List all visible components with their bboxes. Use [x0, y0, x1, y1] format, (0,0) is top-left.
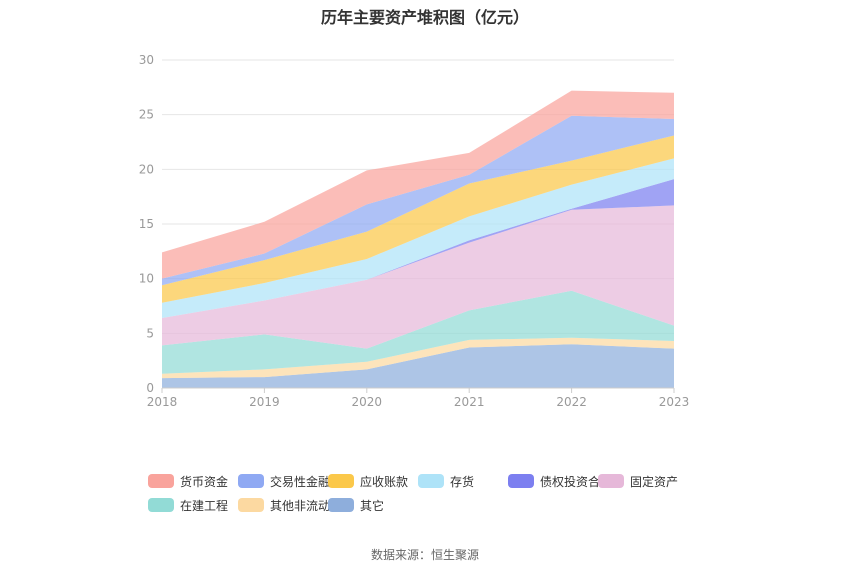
legend-label: 货币资金: [180, 474, 229, 489]
legend-item[interactable]: 存货: [418, 473, 474, 489]
legend-swatch: [328, 498, 354, 512]
legend-swatch: [148, 474, 174, 488]
area-series-交易性金融资产[interactable]: [162, 115, 674, 286]
x-tick-label: 2021: [454, 395, 485, 409]
legend-item[interactable]: 债权投资合计: [508, 473, 612, 489]
legend-swatch: [328, 474, 354, 488]
area-series-固定资产[interactable]: [162, 205, 674, 349]
legend-label: 债权投资合计: [540, 474, 613, 489]
legend-label: 应收账款: [360, 474, 409, 489]
x-tick-label: 2022: [556, 395, 587, 409]
x-tick-label: 2018: [147, 395, 178, 409]
legend-item[interactable]: 在建工程: [148, 497, 228, 513]
legend-item[interactable]: 其它: [328, 497, 384, 513]
legend-swatch: [148, 498, 174, 512]
data-source: 数据来源：恒生聚源: [370, 548, 479, 562]
legend-label: 其它: [360, 498, 385, 513]
area-series-应收账款[interactable]: [162, 135, 674, 303]
x-tick-label: 2023: [659, 395, 690, 409]
legend-swatch: [508, 474, 534, 488]
y-tick-label: 5: [146, 326, 154, 340]
area-series-在建工程[interactable]: [162, 290, 674, 374]
y-tick-label: 25: [139, 108, 154, 122]
legend-swatch: [418, 474, 444, 488]
legend-item[interactable]: 固定资产: [598, 473, 678, 489]
legend-item[interactable]: 货币资金: [148, 473, 228, 489]
legend-swatch: [598, 474, 624, 488]
chart-title: 历年主要资产堆积图（亿元）: [320, 8, 529, 27]
legend-label: 在建工程: [180, 498, 229, 513]
legend-item[interactable]: 应收账款: [328, 473, 408, 489]
y-tick-label: 30: [139, 53, 154, 67]
y-tick-label: 0: [146, 381, 154, 395]
legend-swatch: [238, 474, 264, 488]
area-series-货币资金[interactable]: [162, 90, 674, 279]
x-tick-label: 2020: [352, 395, 383, 409]
y-tick-label: 15: [139, 217, 154, 231]
area-series-存货[interactable]: [162, 158, 674, 319]
area-series-其他非流动资产[interactable]: [162, 337, 674, 379]
y-tick-label: 10: [139, 272, 154, 286]
x-tick-label: 2019: [249, 395, 280, 409]
y-tick-label: 20: [139, 162, 154, 176]
legend-swatch: [238, 498, 264, 512]
legend-label: 固定资产: [630, 474, 679, 489]
area-series-其它[interactable]: [162, 344, 674, 388]
legend-label: 存货: [450, 474, 475, 489]
